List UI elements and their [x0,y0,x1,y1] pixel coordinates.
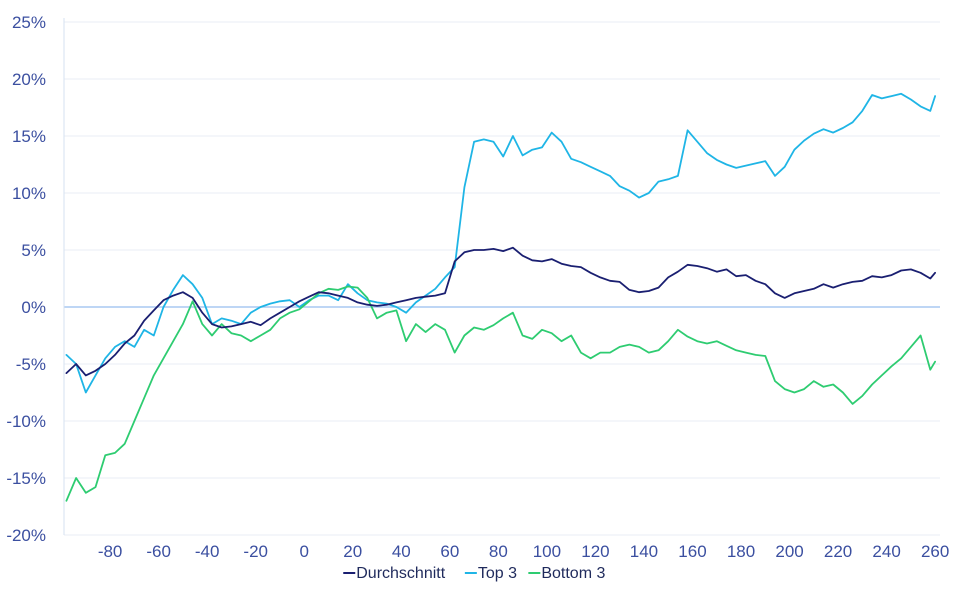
x-tick-label: 40 [392,542,411,561]
x-tick-label: -60 [146,542,171,561]
y-tick-label: 10% [12,184,46,203]
x-tick-label: 100 [533,542,561,561]
legend-label: Bottom 3 [541,565,605,582]
legend-label: Top 3 [478,565,517,582]
x-tick-label: 200 [775,542,803,561]
legend: Durchschnitt Top 3 Bottom 3 [343,565,605,582]
y-tick-labels: -20% -15% -10% -5% 0% 5% 10% 15% 20% 25% [6,13,46,545]
y-tick-label: -5% [16,355,46,374]
x-tick-label: 180 [727,542,755,561]
y-tick-label: -20% [6,526,46,545]
x-tick-label: 160 [678,542,706,561]
series-line-top-3 [65,92,936,394]
legend-label: Durchschnitt [356,565,445,582]
x-tick-label: 120 [581,542,609,561]
y-tick-label: -10% [6,412,46,431]
x-tick-label: 220 [824,542,852,561]
x-tick-label: 260 [921,542,949,561]
y-tick-label: 25% [12,13,46,32]
x-tick-label: -20 [243,542,268,561]
series-line-durchschnitt [65,246,936,377]
y-tick-label: 5% [21,241,46,260]
y-tick-label: 20% [12,70,46,89]
x-tick-label: 80 [489,542,508,561]
y-tick-label: 0% [21,298,46,317]
x-tick-label: 140 [630,542,658,561]
series-lines [65,92,936,502]
grid-lines [64,21,940,536]
y-tick-label: 15% [12,127,46,146]
x-tick-label: 60 [440,542,459,561]
x-tick-label: 20 [343,542,362,561]
y-tick-label: -15% [6,469,46,488]
x-tick-labels: -80 -60 -40 -20 0 20 40 60 80 100 120 140 160 180 200 2… [98,542,950,561]
x-tick-label: 240 [872,542,900,561]
x-tick-label: -40 [195,542,220,561]
series-line-bottom-3 [65,285,936,502]
x-tick-label: 0 [299,542,308,561]
x-tick-label: -80 [98,542,123,561]
